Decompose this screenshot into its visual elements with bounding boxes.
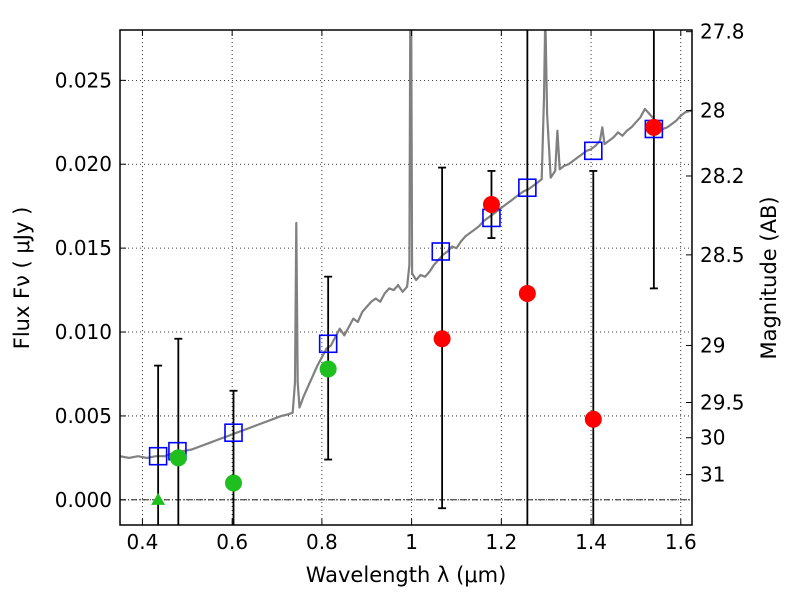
model-square-marker — [148, 446, 168, 466]
y-axis-label-right: Magnitude (AB) — [757, 196, 781, 359]
y2-tick-label: 29 — [700, 333, 725, 357]
y2-tick-label: 30 — [700, 426, 725, 450]
y2-tick-label: 31 — [700, 463, 725, 487]
y-tick-label: 0.015 — [55, 236, 112, 260]
model-square-marker — [224, 423, 243, 443]
flux-point-marker — [319, 360, 337, 378]
flux-point-marker — [169, 449, 187, 467]
plot-frame — [119, 29, 693, 526]
upper-limit-marker — [151, 492, 166, 505]
flux-point-marker — [645, 118, 663, 136]
y-tick-label: 0.010 — [55, 320, 112, 344]
flux-point-marker — [225, 474, 243, 492]
y2-tick-label: 28.5 — [700, 243, 745, 267]
x-tick-label: 0.4 — [127, 530, 159, 554]
x-tick-label: 0.8 — [306, 530, 338, 554]
y2-tick-label: 27.8 — [700, 20, 745, 44]
model-square-marker — [518, 178, 537, 198]
flux-point-marker — [584, 410, 602, 428]
y-tick-label: 0.000 — [55, 488, 112, 512]
y-tick-label: 0.020 — [55, 152, 112, 176]
y-tick-label: 0.005 — [55, 404, 112, 428]
flux-point-marker — [518, 284, 536, 302]
axis-ticks: 0.4 0.6 0.8 1 1.2 1.4 1.6 0.000 0.005 0.010 0.015 0… — [55, 20, 745, 554]
x-axis-label: Wavelength λ (μm) — [306, 563, 507, 587]
model-square-marker — [318, 334, 338, 354]
model-square-marker — [431, 242, 451, 261]
y-axis-label-left: Flux Fν ( μJy ) — [10, 207, 34, 350]
x-tick-label: 0.6 — [216, 530, 248, 554]
flux-point-marker — [482, 196, 500, 214]
x-tick-label: 1.2 — [485, 530, 517, 554]
flux-point-marker — [433, 330, 451, 348]
y2-tick-label: 28.2 — [700, 164, 745, 188]
y-tick-label: 0.025 — [55, 68, 112, 92]
y2-tick-label: 29.5 — [700, 391, 745, 415]
spectrum-line — [120, 30, 692, 459]
grid — [120, 30, 692, 525]
plot-area — [120, 30, 692, 525]
x-tick-label: 1 — [405, 530, 418, 554]
x-tick-label: 1.4 — [575, 530, 607, 554]
model-square-marker — [584, 141, 603, 161]
y2-tick-label: 28 — [700, 99, 725, 123]
x-tick-label: 1.6 — [665, 530, 697, 554]
